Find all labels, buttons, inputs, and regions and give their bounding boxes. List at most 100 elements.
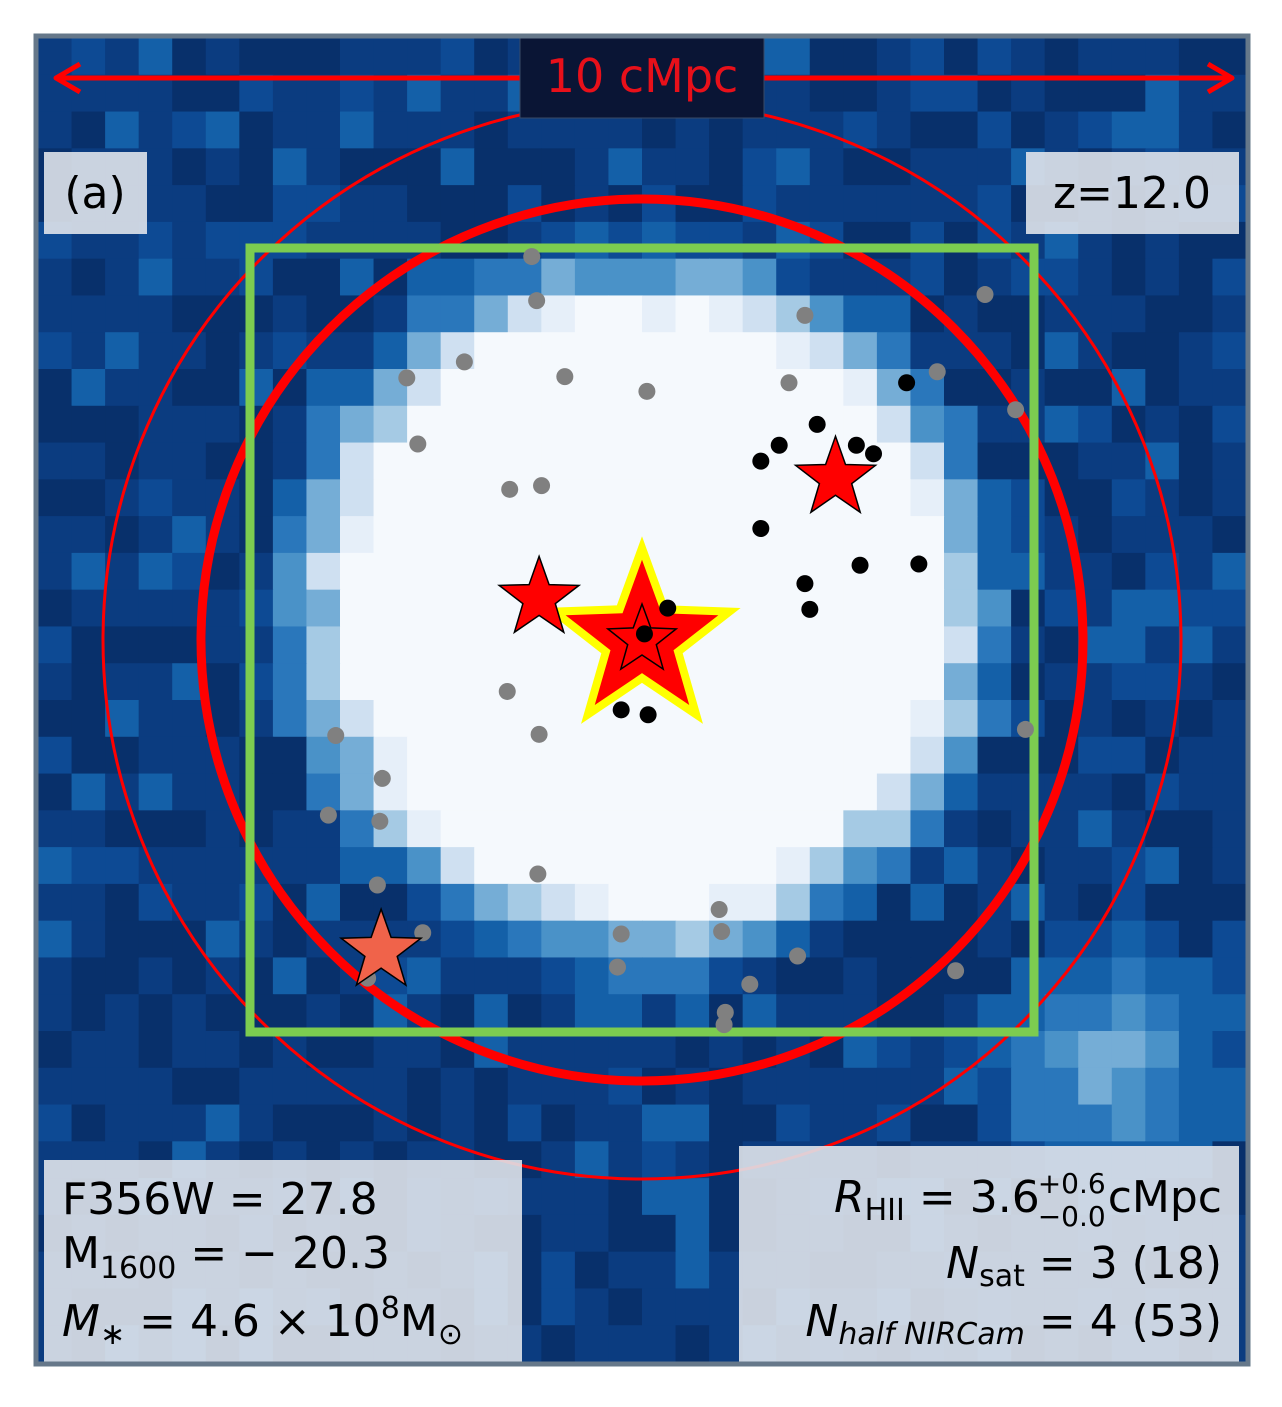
map-pixel xyxy=(272,405,308,444)
map-pixel xyxy=(1145,1067,1180,1106)
map-pixel xyxy=(944,369,979,407)
map-pixel xyxy=(642,1251,677,1290)
map-pixel xyxy=(1145,405,1180,444)
map-pixel xyxy=(1044,663,1079,701)
map-pixel xyxy=(272,552,308,591)
map-pixel xyxy=(373,516,408,554)
map-pixel xyxy=(440,920,475,959)
map-pixel xyxy=(38,957,73,995)
map-pixel xyxy=(272,442,308,480)
map-pixel xyxy=(1178,38,1214,76)
map-pixel xyxy=(71,957,106,995)
map-pixel xyxy=(1111,626,1146,664)
map-pixel xyxy=(440,883,475,922)
survey-box-outline xyxy=(245,243,1039,1037)
map-pixel xyxy=(843,847,878,885)
map-pixel xyxy=(239,295,274,333)
map-pixel xyxy=(574,295,610,333)
map-pixel xyxy=(642,442,677,480)
map-pixel xyxy=(608,295,643,333)
map-pixel xyxy=(843,148,878,186)
map-pixel xyxy=(910,516,945,554)
map-pixel xyxy=(608,1031,643,1069)
map-pixel xyxy=(574,442,610,480)
map-pixel xyxy=(172,295,207,333)
map-pixel xyxy=(1145,38,1180,76)
map-pixel xyxy=(205,369,240,407)
map-pixel xyxy=(71,1031,106,1069)
map-pixel xyxy=(172,736,207,775)
map-pixel xyxy=(876,74,912,113)
map-pixel xyxy=(843,516,878,554)
map-pixel xyxy=(373,221,408,260)
map-pixel xyxy=(843,38,878,76)
map-pixel xyxy=(239,589,274,628)
map-pixel xyxy=(205,663,240,701)
map-pixel xyxy=(239,516,274,554)
map-pixel xyxy=(1111,258,1146,297)
map-pixel xyxy=(239,920,274,959)
map-pixel xyxy=(675,148,710,186)
map-pixel xyxy=(373,736,408,775)
satellite-point xyxy=(865,445,883,463)
map-pixel xyxy=(675,258,710,297)
map-pixel xyxy=(507,1104,542,1142)
map-pixel xyxy=(1212,111,1246,149)
map-pixel xyxy=(239,773,274,811)
neighbor-points xyxy=(319,248,1034,1034)
map-pixel xyxy=(272,663,308,701)
map-pixel xyxy=(709,663,744,701)
map-pixel xyxy=(340,148,375,186)
map-pixel xyxy=(910,38,945,76)
map-pixel xyxy=(776,700,811,738)
stellar-mass: M∗ = 4.6 × 108M⊙ xyxy=(62,1291,463,1352)
map-pixel xyxy=(1078,111,1113,149)
map-pixel xyxy=(205,883,240,922)
map-pixel xyxy=(876,405,912,444)
map-pixel xyxy=(776,38,811,76)
map-pixel xyxy=(272,111,308,149)
map-pixel xyxy=(843,332,878,370)
map-pixel xyxy=(172,258,207,297)
map-pixel xyxy=(138,589,173,628)
map-pixel xyxy=(205,626,240,664)
map-pixel xyxy=(172,369,207,407)
map-pixel xyxy=(507,148,542,186)
map-pixel xyxy=(1178,1031,1214,1069)
map-pixel xyxy=(138,626,173,664)
map-pixel xyxy=(138,957,173,995)
map-pixel xyxy=(574,1031,610,1069)
map-pixel xyxy=(709,773,744,811)
map-pixel xyxy=(474,883,509,922)
map-pixel xyxy=(138,736,173,775)
map-pixel xyxy=(709,1288,744,1326)
map-pixel xyxy=(541,1288,576,1326)
map-pixel xyxy=(1078,442,1113,480)
map-pixel xyxy=(239,479,274,517)
map-pixel xyxy=(407,847,442,885)
map-pixel xyxy=(474,810,509,848)
map-pixel xyxy=(944,74,979,113)
satellite-point xyxy=(770,436,788,454)
map-pixel xyxy=(440,185,475,223)
map-pixel xyxy=(105,736,140,775)
map-pixel xyxy=(809,663,844,701)
map-pixel xyxy=(71,38,106,76)
map-pixel xyxy=(1111,1031,1146,1069)
map-pixel xyxy=(507,516,542,554)
map-pixel xyxy=(1044,847,1079,885)
map-pixel xyxy=(608,221,643,260)
map-pixel xyxy=(541,332,576,370)
map-pixel xyxy=(809,258,844,297)
neighbor-point xyxy=(371,812,389,830)
map-pixel xyxy=(944,148,979,186)
map-pixel xyxy=(1178,1104,1214,1142)
map-pixel xyxy=(373,663,408,701)
neighbor-point xyxy=(501,480,519,498)
map-pixel xyxy=(373,111,408,149)
map-pixel xyxy=(742,1104,777,1142)
map-pixel xyxy=(742,1067,777,1106)
map-pixel xyxy=(172,1031,207,1069)
map-pixel xyxy=(608,369,643,407)
map-pixel xyxy=(776,1104,811,1142)
